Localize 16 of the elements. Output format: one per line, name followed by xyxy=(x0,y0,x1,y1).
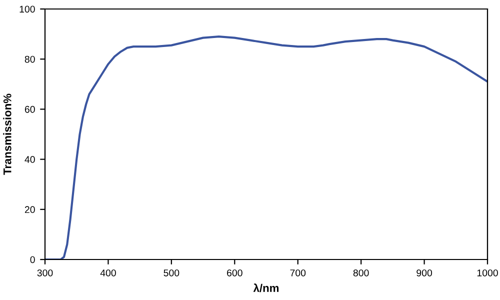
x-tick-label: 400 xyxy=(100,269,116,276)
x-tick-label: 900 xyxy=(416,269,432,276)
x-tick-label: 700 xyxy=(290,269,306,276)
x-tick-label: 800 xyxy=(353,269,369,276)
y-tick-label: 60 xyxy=(24,106,35,113)
x-tick-label: 1000 xyxy=(477,269,498,276)
y-tick-label: 80 xyxy=(24,56,35,63)
x-tick-label: 600 xyxy=(227,269,242,276)
y-tick-label: 20 xyxy=(24,206,35,214)
y-tick-label: 0 xyxy=(30,256,35,264)
y-tick-label: 40 xyxy=(24,156,35,163)
x-tick-label: 300 xyxy=(37,269,53,276)
y-tick-label: 100 xyxy=(20,6,35,13)
x-axis-title: λ/nm xyxy=(253,284,279,292)
y-axis-title: Transmission% xyxy=(3,94,12,175)
x-tick-label: 500 xyxy=(164,269,180,276)
